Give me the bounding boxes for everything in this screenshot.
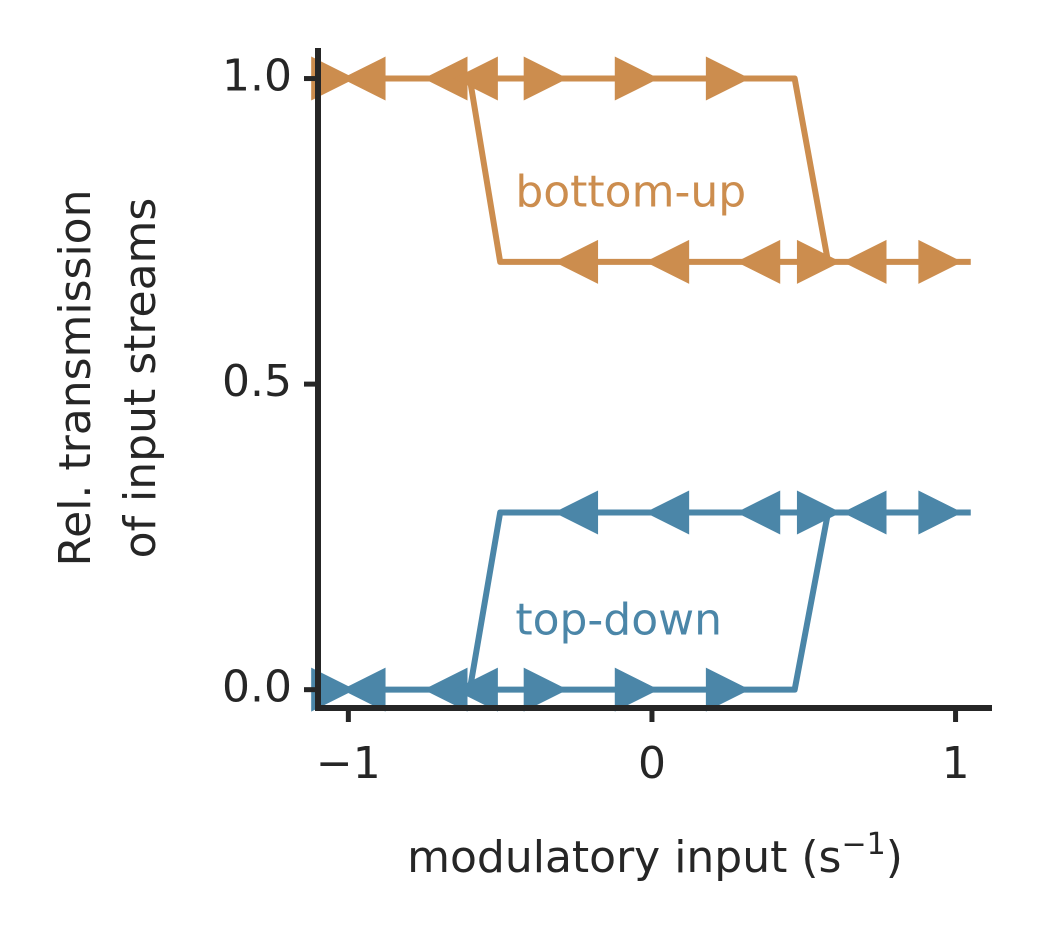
- y-tick-label: 0.0: [222, 662, 292, 713]
- y-tick-label: 1.0: [222, 51, 292, 102]
- left-arrow-marker: [423, 56, 468, 101]
- left-arrow-marker: [453, 667, 498, 712]
- left-arrow-marker: [423, 667, 468, 712]
- left-arrow-marker: [736, 239, 781, 284]
- right-arrow-marker: [705, 56, 750, 101]
- x-axis-label: modulatory input (s−1): [407, 827, 903, 883]
- x-tick-label: 1: [942, 738, 970, 789]
- series-top-down: [311, 490, 971, 712]
- left-arrow-marker: [453, 56, 498, 101]
- right-arrow-marker: [796, 490, 841, 535]
- left-arrow-marker: [736, 490, 781, 535]
- right-arrow-marker: [523, 56, 568, 101]
- y-axis-label-line1: Rel. transmission: [50, 190, 101, 567]
- right-arrow-marker: [614, 56, 659, 101]
- right-arrow-marker: [311, 667, 356, 712]
- left-arrow-marker: [645, 490, 690, 535]
- right-arrow-marker: [523, 667, 568, 712]
- right-arrow-marker: [918, 239, 963, 284]
- labels-layer: bottom-up top-down −1 0 1 0.0 0.5 1.0 modulatory…: [50, 51, 970, 883]
- left-arrow-marker: [554, 490, 599, 535]
- right-arrow-marker: [311, 56, 356, 101]
- left-arrow-marker: [341, 56, 386, 101]
- series-bottom-up: [311, 56, 971, 284]
- series-label-bottom-up: bottom-up: [515, 167, 746, 218]
- left-arrow-marker: [554, 239, 599, 284]
- left-arrow-marker: [842, 239, 887, 284]
- series-layer: [311, 56, 971, 712]
- right-arrow-marker: [705, 667, 750, 712]
- right-arrow-marker: [796, 239, 841, 284]
- right-arrow-marker: [614, 667, 659, 712]
- y-tick-label: 0.5: [222, 356, 292, 407]
- y-axis-label-line2: of input streams: [115, 198, 166, 559]
- x-tick-label: −1: [316, 738, 381, 789]
- left-arrow-marker: [842, 490, 887, 535]
- left-arrow-marker: [645, 239, 690, 284]
- left-arrow-marker: [341, 667, 386, 712]
- x-tick-label: 0: [638, 738, 666, 789]
- right-arrow-marker: [918, 490, 963, 535]
- axes-layer: [304, 48, 992, 722]
- series-label-top-down: top-down: [515, 594, 722, 645]
